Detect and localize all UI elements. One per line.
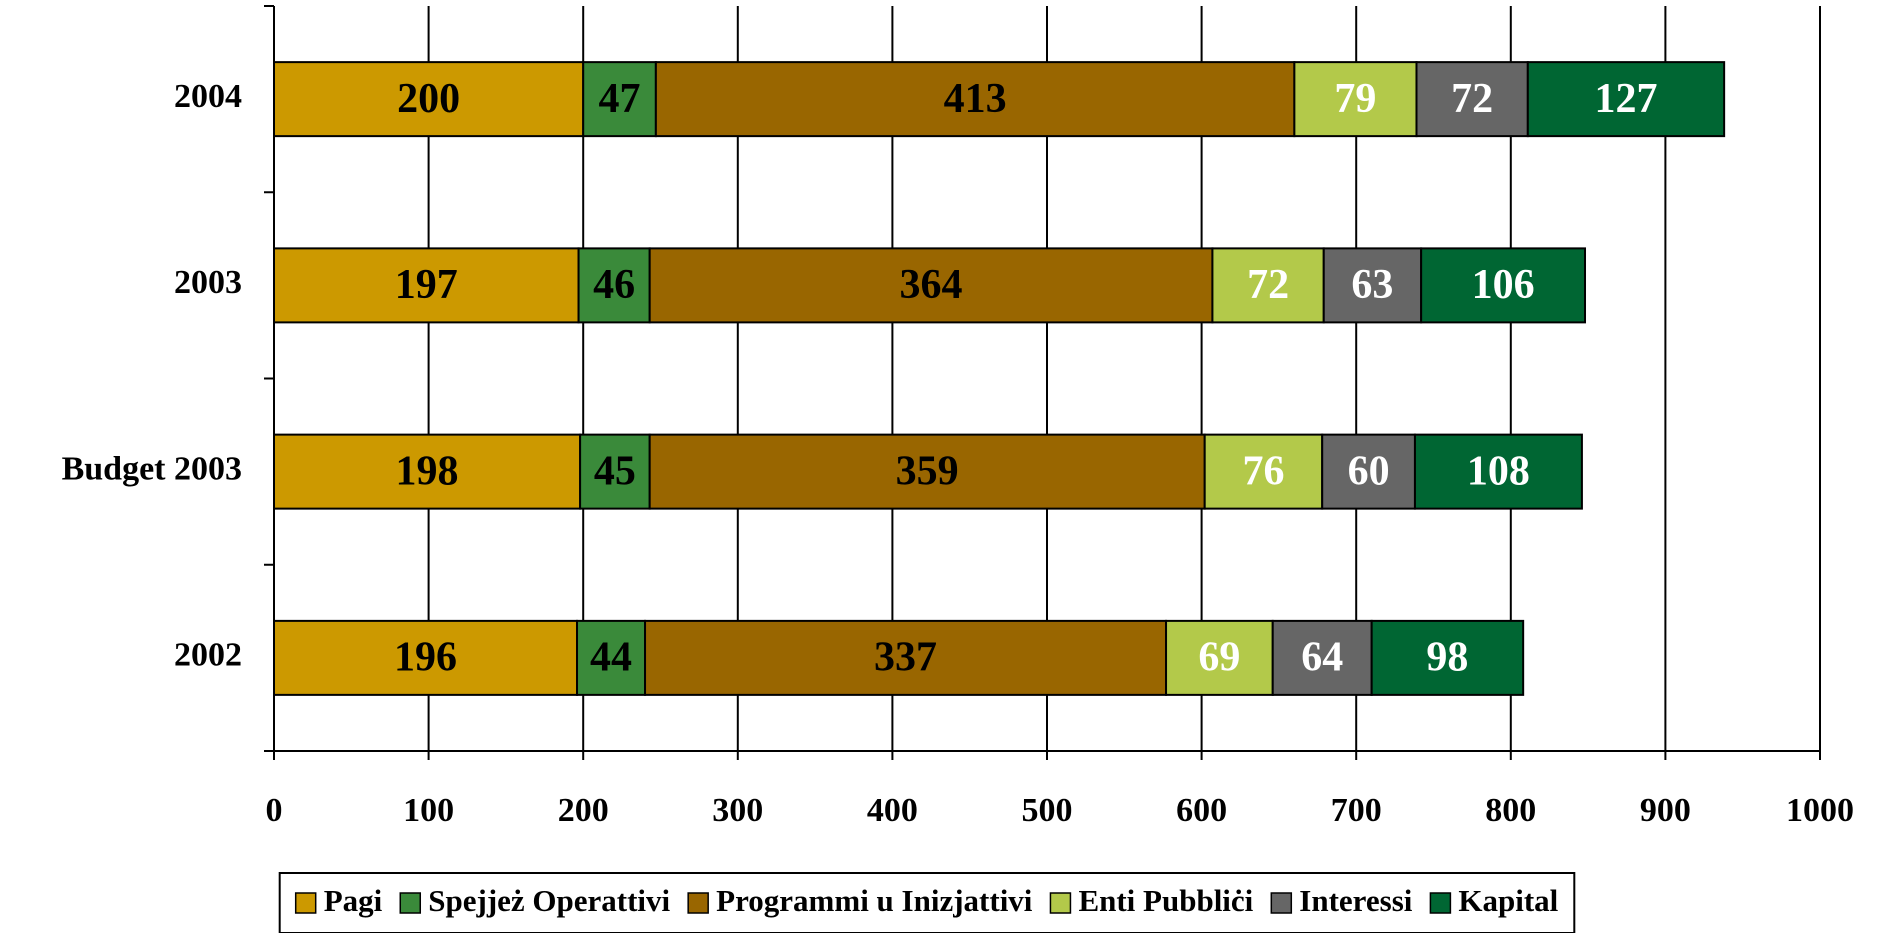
legend-swatch [1429,892,1452,914]
x-tick-label: 500 [1022,792,1073,829]
legend-label: Programmi u Inizjattivi [716,883,1033,918]
bar-segment [582,61,657,138]
bar-segment [577,247,651,324]
value-label: 198 [396,448,459,494]
value-label: 64 [1301,635,1343,681]
value-label: 47 [599,76,641,122]
legend-box [278,872,1576,933]
value-label: 197 [395,262,458,308]
bar-segment [576,619,647,696]
x-tick-label: 1000 [1786,792,1854,829]
y-tick-label: 2004 [174,78,242,115]
legend-label: Pagi [324,883,383,918]
value-label: 79 [1334,76,1376,122]
legend-swatch [1270,892,1293,914]
bar-segment [648,247,1214,324]
bar-segment [273,433,582,510]
value-label: 106 [1472,262,1535,308]
x-tick-label: 200 [558,792,609,829]
bar-segment [1413,433,1583,510]
legend-label: Enti Pubbliċi [1078,883,1253,918]
bar-segment [1211,247,1325,324]
bar-segment [1322,247,1423,324]
bar-segment [1293,61,1418,138]
bar-segment [273,619,579,696]
value-label: 69 [1198,635,1240,681]
value-label: 196 [394,635,457,681]
value-label: 44 [590,635,632,681]
bar-segment [1203,433,1324,510]
value-label: 108 [1467,448,1530,494]
bar-segment [648,433,1206,510]
x-tick-label: 0 [266,792,283,829]
bar-segment [654,61,1296,138]
value-label: 72 [1247,262,1289,308]
value-label: 359 [896,448,959,494]
legend-swatch [294,892,317,914]
value-label: 46 [593,262,635,308]
bar-segment [273,247,580,324]
y-tick-label: 2003 [174,264,242,301]
x-tick-label: 600 [1176,792,1227,829]
legend: Pagi Spejjeż Operattivi Programmi u Inizja… [278,872,1576,933]
legend-label: Interessi [1299,883,1412,918]
bar-segment [1321,433,1416,510]
value-label: 413 [944,76,1007,122]
legend-label: Kapital [1458,883,1558,918]
value-label: 60 [1348,448,1390,494]
value-label: 200 [397,76,460,122]
x-tick-label: 100 [403,792,454,829]
bar-segment [1526,61,1726,138]
legend-swatch [399,892,422,914]
bar-segment [1420,247,1587,324]
value-label: 63 [1351,262,1393,308]
x-tick-label: 400 [867,792,918,829]
value-label: 45 [594,448,636,494]
legend-label: Spejjeż Operattivi [428,883,670,918]
legend-swatch [1049,892,1072,914]
value-label: 98 [1426,635,1468,681]
bar-segment [1415,61,1529,138]
value-label: 76 [1242,448,1284,494]
x-tick-label: 900 [1640,792,1691,829]
x-tick-label: 800 [1485,792,1536,829]
value-label: 364 [900,262,963,308]
bar-segment [1271,619,1373,696]
legend-swatch [687,892,709,914]
bar-segment [1370,619,1525,696]
value-label: 127 [1594,76,1657,122]
value-label: 72 [1451,76,1493,122]
y-tick-label: Budget 2003 [62,450,242,487]
y-tick-label: 2002 [174,637,242,674]
x-tick-label: 700 [1331,792,1382,829]
x-tick-label: 300 [712,792,763,829]
value-label: 337 [874,635,937,681]
